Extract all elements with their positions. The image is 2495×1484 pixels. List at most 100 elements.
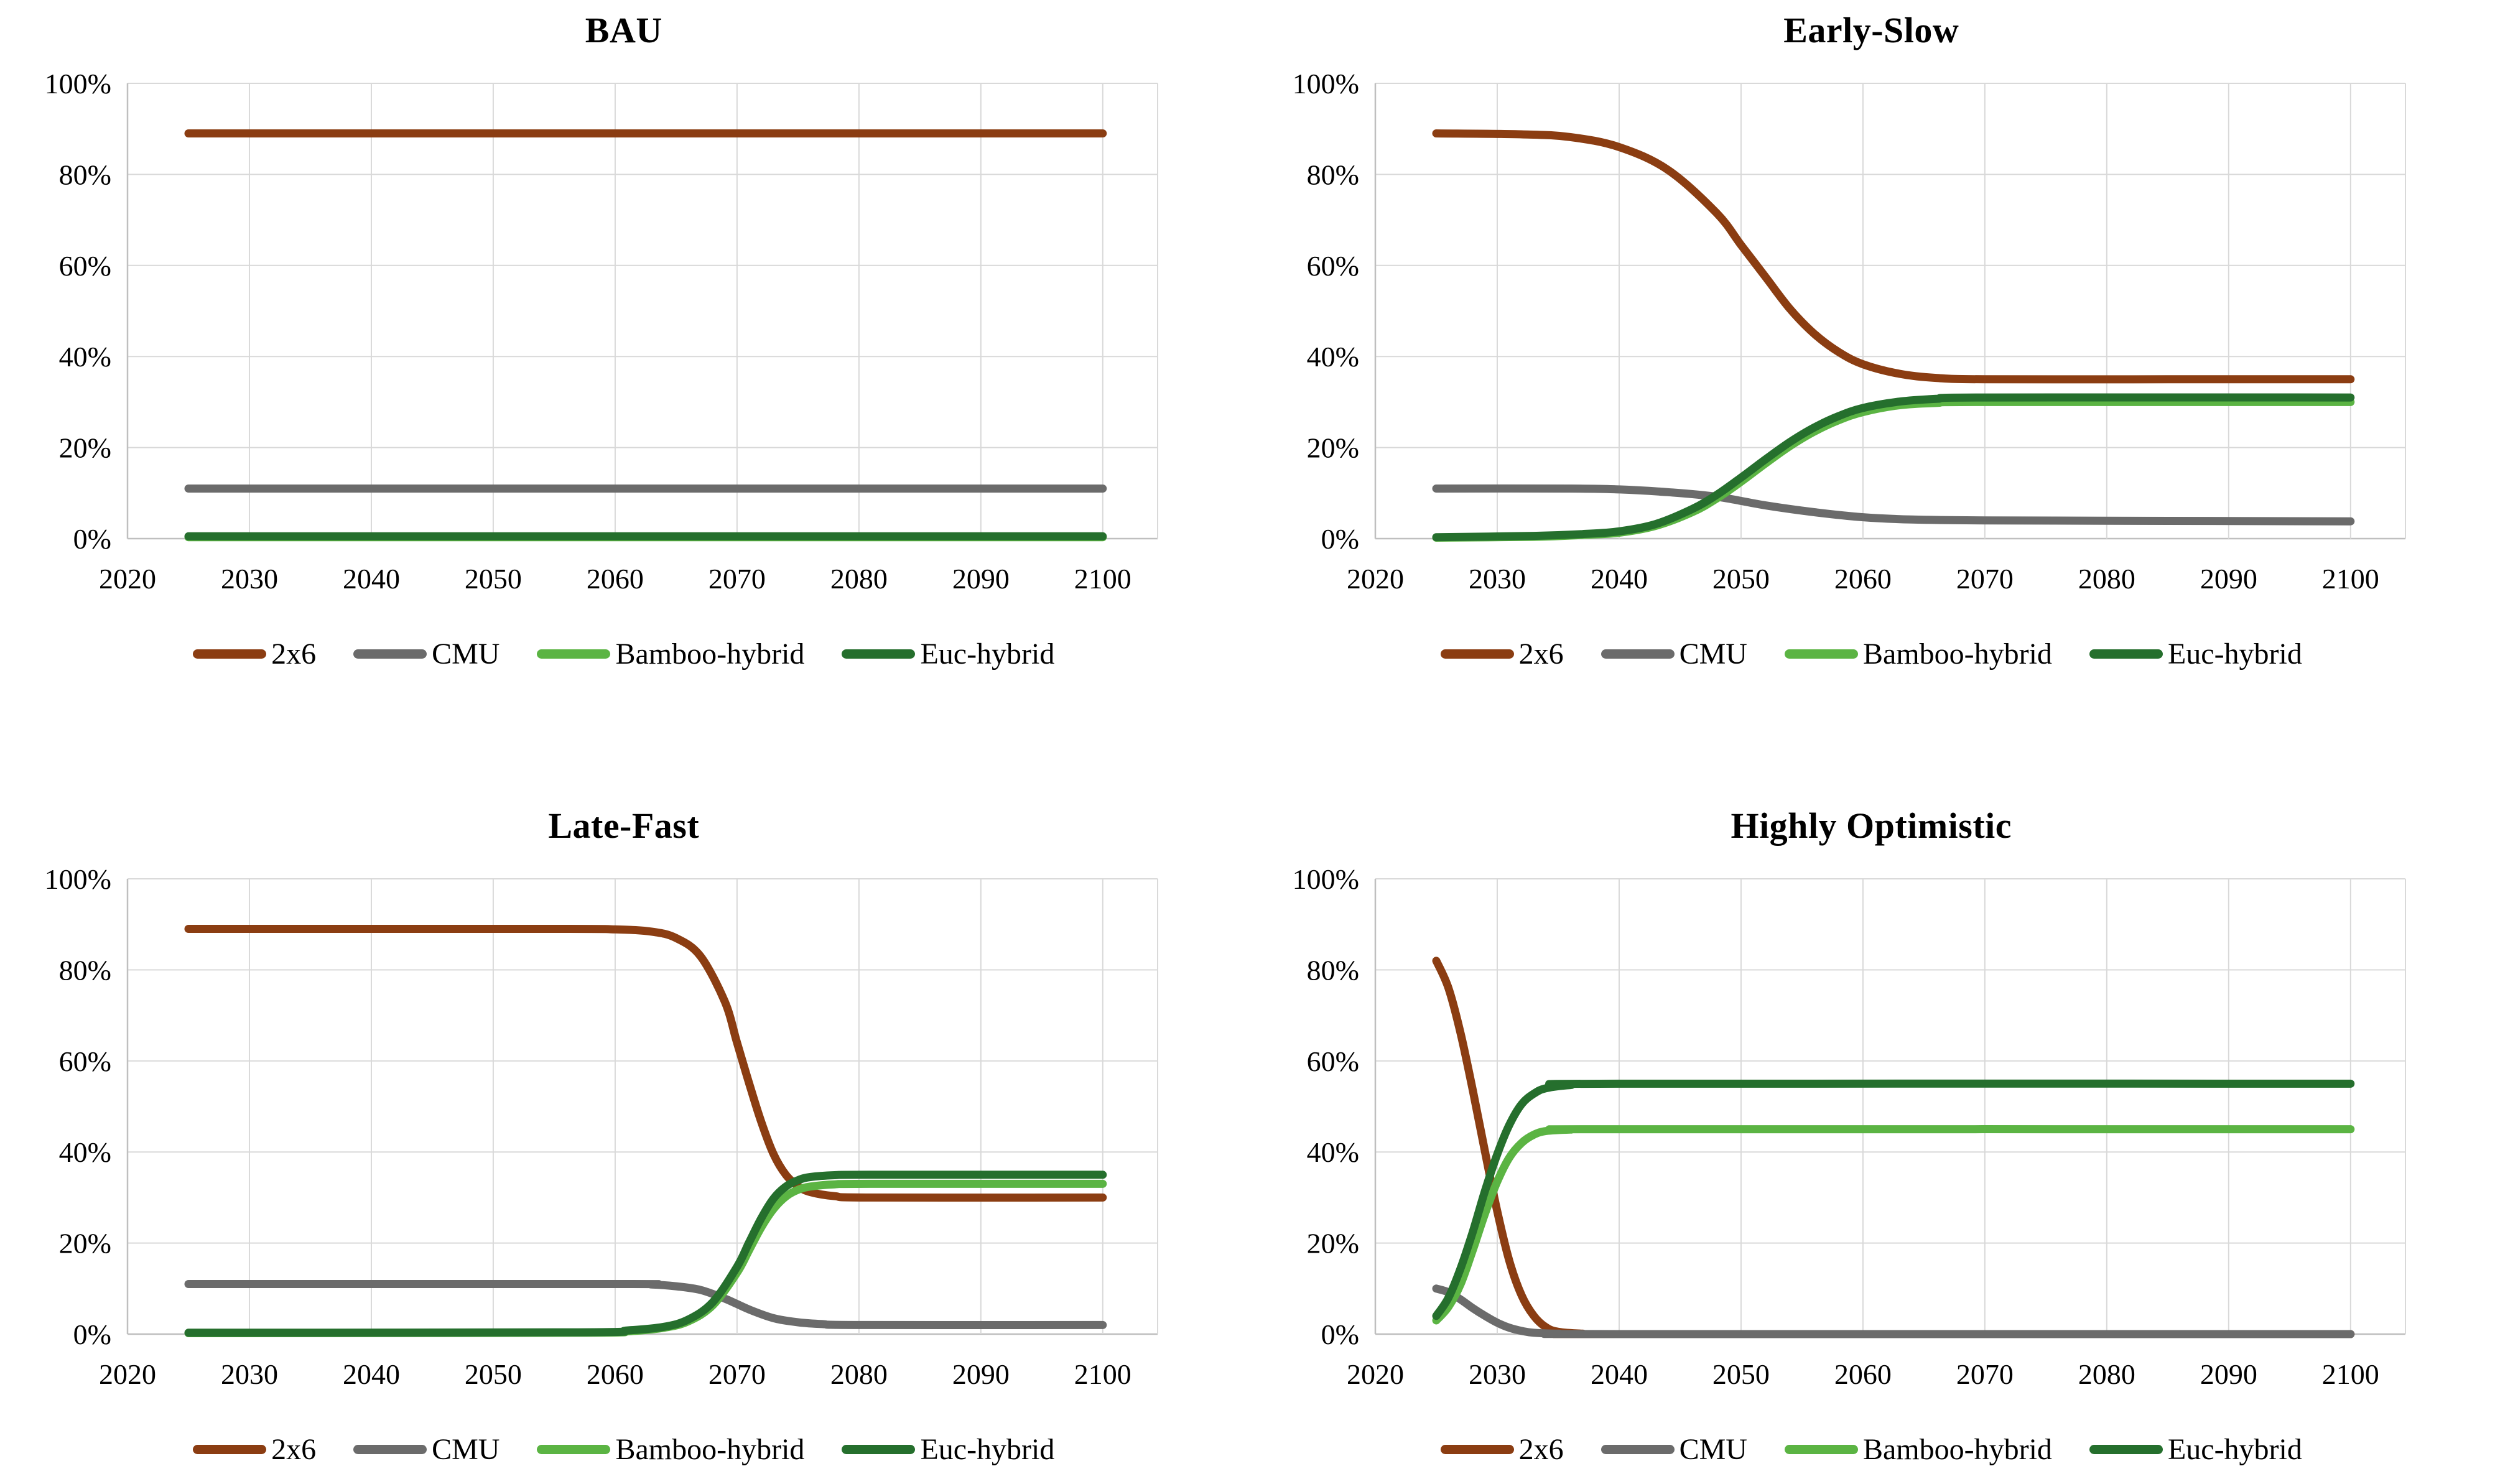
series-line-cmu [1432,1284,2355,1338]
legend-swatch-2x6 [193,1444,267,1454]
y-tick-label: 100% [1292,68,1359,100]
legend-item-bamboo-hybrid: Bamboo-hybrid [1784,637,2052,671]
x-tick-label: 2090 [952,1358,1010,1390]
y-tick-label: 0% [1321,523,1359,555]
y-tick-label: 20% [59,432,111,463]
legend-label: Bamboo-hybrid [615,637,805,670]
legend-highly-optimistic: 2x6 CMU Bamboo-hybrid Euc-hybrid [1440,1432,2302,1467]
y-tick-label: 80% [1306,954,1359,986]
y-tick-label: 80% [59,159,111,190]
y-tick-label: 0% [73,1319,111,1350]
x-tick-label: 2100 [2322,563,2379,595]
legend-label: Euc-hybrid [2167,1432,2302,1466]
legend-swatch-cmu [353,649,427,659]
legend-swatch-2x6 [1440,1444,1514,1454]
legend-early-slow: 2x6 CMU Bamboo-hybrid Euc-hybrid [1440,637,2302,671]
y-tick-label: 60% [1306,249,1359,281]
series-line-euc-hybrid [1432,1079,2355,1320]
plot-bau: 0% 20% 40% 60% 80% 100% 2020 2030 2040 2050 2060 20… [45,68,1159,595]
y-tick-label: 0% [73,523,111,555]
legend-swatch-bamboo-hybrid [1784,1444,1858,1454]
series-line-bamboo-hybrid [184,1179,1107,1337]
legend-label: Euc-hybrid [2167,637,2302,670]
x-tick-label: 2040 [1591,563,1648,595]
series-line-2x6 [1432,129,2355,384]
x-tick-label: 2040 [1591,1358,1648,1390]
x-tick-label: 2050 [1712,1358,1770,1390]
legend-item-2x6: 2x6 [193,637,316,671]
y-tick-label: 80% [1306,159,1359,190]
series-line-2x6 [184,924,1107,1202]
y-tick-label: 40% [1306,341,1359,373]
x-tick-label: 2070 [709,1358,766,1390]
legend-item-2x6: 2x6 [1440,637,1564,671]
legend-label: Bamboo-hybrid [1862,637,2052,670]
chart-panel-early-slow: Early-Slow 0% 20% 40% 60% 80% 100% 2020 2030 204… [1248,0,2495,742]
legend-item-euc-hybrid: Euc-hybrid [2089,637,2302,671]
x-tick-label: 2020 [1347,563,1404,595]
series-line-bamboo-hybrid [1432,1125,2355,1325]
legend-label: CMU [432,637,500,670]
x-tick-label: 2080 [2078,1358,2135,1390]
x-tick-label: 2030 [221,1358,278,1390]
x-tick-label: 2080 [2078,563,2135,595]
legend-bau: 2x6 CMU Bamboo-hybrid Euc-hybrid [193,637,1054,671]
legend-item-euc-hybrid: Euc-hybrid [842,1432,1054,1467]
x-tick-label: 2040 [343,563,400,595]
series-line-euc-hybrid [184,1170,1107,1337]
plot-early-slow: 0% 20% 40% 60% 80% 100% 2020 2030 2040 2050 2060 20… [1292,68,2406,595]
legend-swatch-2x6 [1440,649,1514,659]
y-tick-label: 20% [1306,1227,1359,1259]
legend-label: Bamboo-hybrid [615,1432,805,1466]
legend-item-bamboo-hybrid: Bamboo-hybrid [537,1432,804,1467]
y-tick-label: 60% [59,249,111,281]
x-tick-label: 2060 [1834,563,1892,595]
y-tick-label: 60% [1306,1045,1359,1077]
x-tick-label: 2100 [1074,563,1131,595]
series-line-cmu [1432,484,2355,526]
x-tick-label: 2050 [465,563,522,595]
y-tick-label: 60% [59,1045,111,1077]
y-tick-label: 100% [45,863,111,895]
legend-label: 2x6 [1518,637,1564,670]
chart-panel-late-fast: Late-Fast 0% 20% 40% 60% 80% 100% 2020 2030 2040… [0,742,1248,1484]
legend-item-cmu: CMU [353,1432,499,1467]
x-tick-label: 2090 [2200,563,2257,595]
plot-highly-optimistic: 0% 20% 40% 60% 80% 100% 2020 2030 2040 2050 2060 20… [1292,863,2406,1390]
y-tick-label: 80% [59,954,111,986]
legend-swatch-euc-hybrid [2089,649,2163,659]
legend-swatch-cmu [1601,1444,1675,1454]
legend-label: Bamboo-hybrid [1862,1432,2052,1466]
legend-swatch-cmu [353,1444,427,1454]
legend-label: 2x6 [271,1432,317,1466]
x-tick-label: 2090 [952,563,1010,595]
x-tick-label: 2090 [2200,1358,2257,1390]
chart-title-late-fast: Late-Fast [548,805,700,846]
chart-panel-highly-optimistic: Highly Optimistic 0% 20% 40% 60% 80% 100% 2020… [1248,742,2495,1484]
y-tick-label: 0% [1321,1319,1359,1350]
y-tick-label: 100% [1292,863,1359,895]
legend-item-2x6: 2x6 [1440,1432,1564,1467]
x-tick-label: 2080 [830,563,888,595]
chart-title-early-slow: Early-Slow [1783,10,1959,50]
legend-label: 2x6 [1518,1432,1564,1466]
x-tick-label: 2020 [1347,1358,1404,1390]
legend-swatch-bamboo-hybrid [537,649,611,659]
x-tick-label: 2060 [587,563,644,595]
x-tick-label: 2030 [1469,1358,1526,1390]
x-tick-label: 2100 [1074,1358,1131,1390]
legend-item-cmu: CMU [1601,637,1747,671]
plot-late-fast: 0% 20% 40% 60% 80% 100% 2020 2030 2040 2050 2060 20… [45,863,1159,1390]
x-tick-label: 2050 [465,1358,522,1390]
legend-item-bamboo-hybrid: Bamboo-hybrid [1784,1432,2052,1467]
x-tick-label: 2020 [99,563,156,595]
legend-swatch-euc-hybrid [842,1444,916,1454]
y-tick-label: 40% [1306,1136,1359,1168]
chart-title-highly-optimistic: Highly Optimistic [1731,805,2012,846]
legend-item-2x6: 2x6 [193,1432,316,1467]
series-line-cmu [184,1279,1107,1329]
legend-swatch-2x6 [193,649,267,659]
x-tick-label: 2100 [2322,1358,2379,1390]
x-tick-label: 2020 [99,1358,156,1390]
legend-label: CMU [432,1432,500,1466]
